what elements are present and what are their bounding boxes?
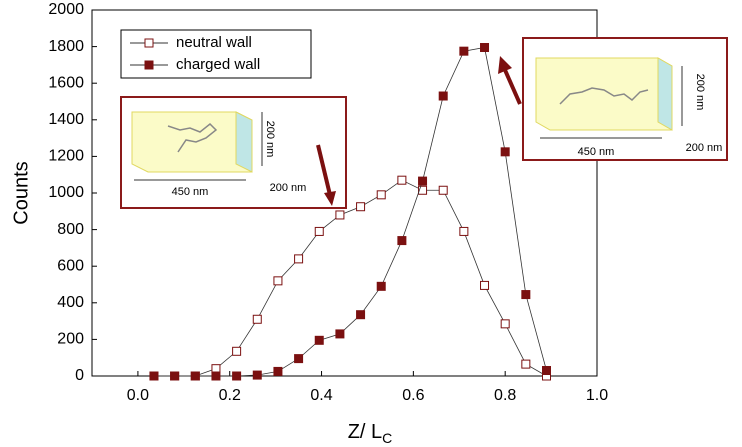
series-line: [153, 179, 547, 377]
data-point: [480, 280, 490, 290]
data-point: [521, 290, 531, 300]
data-point: [252, 370, 262, 380]
box-body: [535, 57, 673, 131]
x-axis-label-sub: C: [382, 430, 392, 446]
legend-label: neutral wall: [176, 34, 252, 51]
y-tick-label: 2000: [48, 1, 84, 18]
data-point: [397, 175, 407, 185]
data-point: [480, 43, 490, 53]
arrow: [316, 144, 332, 196]
y-tick-label: 1400: [48, 111, 84, 128]
y-tick-label: 200: [57, 331, 84, 348]
y-tick-label: 0: [75, 367, 84, 384]
inset-label: 450 nm: [578, 146, 615, 158]
data-point: [335, 329, 345, 339]
arrow: [503, 69, 522, 105]
data-point: [356, 202, 366, 212]
box-end: [657, 57, 673, 131]
y-tick-label: 1200: [48, 148, 84, 165]
arrow-head: [498, 56, 512, 74]
x-tick-label: 0.6: [402, 387, 424, 404]
x-tick-label: 0.0: [127, 387, 149, 404]
data-point: [418, 176, 428, 186]
inset-label: 200 nm: [686, 142, 723, 154]
inset-label: 200 nm: [694, 74, 706, 111]
data-point: [314, 335, 324, 345]
data-point: [459, 226, 469, 236]
data-point: [170, 371, 180, 381]
data-point: [314, 226, 324, 236]
polymer: [167, 122, 218, 153]
polymer: [559, 87, 649, 105]
data-point: [252, 314, 262, 324]
data-point: [294, 254, 304, 264]
legend: [120, 29, 312, 79]
inset: 450 nm 200 nm 200 nm: [522, 37, 728, 161]
data-point: [542, 366, 551, 376]
x-tick-label: 0.4: [310, 387, 332, 404]
y-tick-label: 800: [57, 221, 84, 238]
legend-marker: [144, 60, 154, 70]
x-axis-label: Z/ LC: [348, 421, 393, 445]
x-tick-label: 0.2: [219, 387, 241, 404]
data-point: [459, 46, 469, 56]
data-point: [500, 147, 510, 157]
data-point: [273, 276, 283, 286]
data-point: [376, 190, 386, 200]
y-tick-label: 1600: [48, 74, 84, 91]
x-tick-label: 1.0: [586, 387, 608, 404]
data-point: [438, 91, 448, 101]
x-tick-label: 0.8: [494, 387, 516, 404]
data-point: [500, 319, 510, 329]
data-point: [294, 354, 304, 364]
inset-label: 450 nm: [172, 186, 209, 198]
x-axis-label-main: Z/ L: [348, 421, 382, 443]
data-point: [521, 359, 531, 369]
data-point: [211, 364, 221, 374]
data-point: [149, 371, 159, 381]
data-point: [335, 210, 345, 220]
box-body: [131, 111, 253, 173]
data-point: [190, 371, 200, 381]
y-tick-label: 600: [57, 257, 84, 274]
legend-marker: [144, 38, 154, 48]
data-point: [418, 185, 428, 195]
arrow-head: [324, 191, 336, 206]
data-point: [397, 236, 407, 246]
inset-label: 200 nm: [270, 182, 307, 194]
box-end: [235, 111, 253, 173]
y-tick-label: 1800: [48, 38, 84, 55]
y-axis-label: Counts: [10, 161, 32, 224]
legend-label: charged wall: [176, 56, 260, 73]
data-point: [232, 346, 242, 356]
inset: 450 nm 200 nm 200 nm: [120, 96, 347, 209]
data-point: [211, 371, 221, 381]
y-tick-label: 400: [57, 294, 84, 311]
data-point: [438, 185, 448, 195]
inset-label: 200 nm: [264, 121, 276, 158]
data-point: [376, 281, 386, 291]
data-point: [356, 310, 366, 320]
data-point: [232, 371, 242, 381]
y-tick-label: 1000: [48, 184, 84, 201]
data-point: [273, 366, 283, 376]
